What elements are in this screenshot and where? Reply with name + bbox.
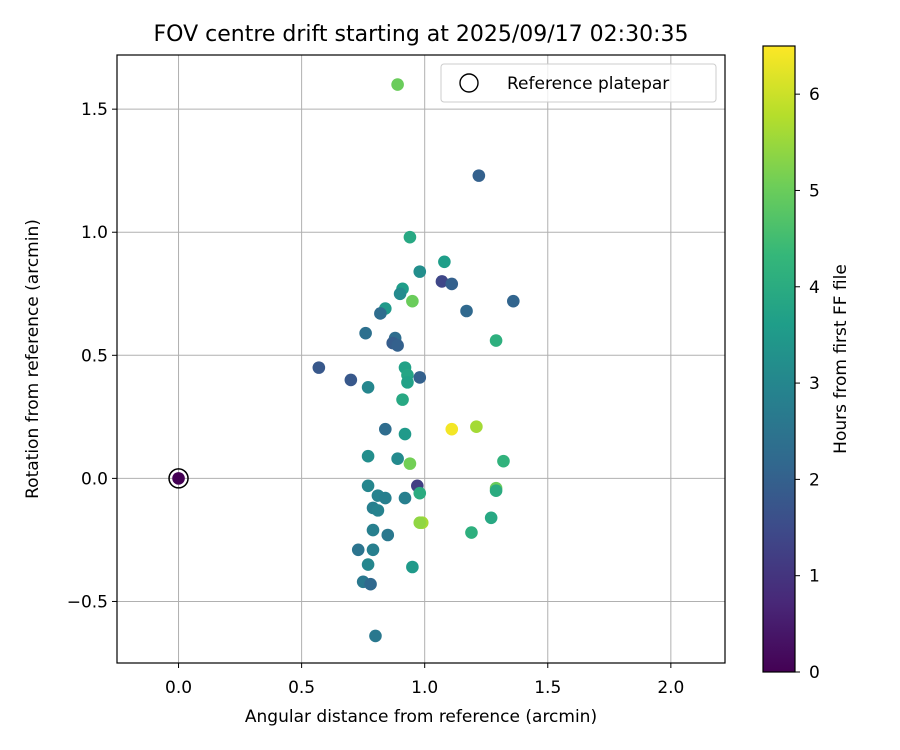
data-point <box>445 277 459 291</box>
x-tick-label: 1.5 <box>534 678 561 698</box>
data-point <box>489 484 503 497</box>
data-point <box>507 294 520 308</box>
data-point <box>391 339 404 352</box>
data-point <box>344 373 358 387</box>
colorbar-ticks: 0 1 2 3 4 5 6 <box>795 85 820 683</box>
data-point <box>361 479 375 493</box>
data-point <box>413 516 427 529</box>
chart-title: FOV centre drift starting at 2025/09/17 … <box>154 22 689 47</box>
data-point <box>374 307 387 320</box>
data-point <box>406 294 419 308</box>
legend: Reference platepar <box>440 63 717 103</box>
y-tick-label: 0.5 <box>81 346 108 366</box>
data-point <box>361 558 375 571</box>
data-point <box>391 452 404 465</box>
data-point <box>369 629 382 643</box>
colorbar-tick-label: 2 <box>809 470 820 490</box>
data-point <box>438 255 451 269</box>
data-point <box>470 420 483 433</box>
data-point <box>381 528 395 542</box>
grid-lines <box>117 55 725 663</box>
data-point <box>472 169 486 182</box>
colorbar-tick-label: 4 <box>809 278 820 298</box>
data-point <box>391 78 404 91</box>
x-tick-label: 1.0 <box>411 678 438 698</box>
data-point <box>413 265 427 278</box>
y-axis-label: Rotation from reference (arcmin) <box>23 219 43 499</box>
colorbar-tick-label: 3 <box>809 374 820 394</box>
data-point <box>359 326 372 340</box>
colorbar-tick-label: 6 <box>809 85 820 105</box>
data-point <box>312 361 326 374</box>
data-point <box>445 422 459 436</box>
data-point <box>351 543 365 557</box>
data-point <box>401 376 414 389</box>
colorbar-gradient <box>762 45 796 673</box>
data-points <box>168 78 520 643</box>
data-point <box>489 334 503 347</box>
legend-entry: Reference platepar <box>507 74 669 94</box>
data-point <box>361 449 375 463</box>
y-tick-label: 1.5 <box>81 100 108 120</box>
data-point <box>398 427 412 441</box>
colorbar-tick-label: 0 <box>809 663 820 683</box>
data-point <box>379 422 392 436</box>
data-point <box>366 543 380 557</box>
data-point <box>460 304 473 318</box>
data-point <box>465 526 478 539</box>
x-tick-label: 0.5 <box>288 678 315 698</box>
y-tick-label: 0.0 <box>81 469 108 489</box>
data-point <box>366 523 380 537</box>
y-tick-label: −0.5 <box>67 592 108 612</box>
data-point <box>398 491 412 505</box>
data-point <box>413 486 427 500</box>
data-point <box>379 491 392 505</box>
data-point <box>435 275 449 288</box>
data-point <box>371 504 385 517</box>
data-point <box>396 393 409 406</box>
colorbar: 0 1 2 3 4 5 6 Hours from first FF file <box>762 45 851 683</box>
data-point <box>403 457 417 470</box>
data-point <box>403 230 417 244</box>
reference-point <box>172 472 185 485</box>
x-tick-label: 0.0 <box>165 678 192 698</box>
data-point <box>484 511 498 525</box>
x-axis-label: Angular distance from reference (arcmin) <box>245 707 597 727</box>
data-point <box>361 381 375 394</box>
data-point <box>406 560 419 574</box>
reference-ring <box>168 468 189 489</box>
colorbar-tick-label: 5 <box>809 181 820 201</box>
legend-marker-icon <box>459 73 479 93</box>
x-tick-label: 2.0 <box>657 678 684 698</box>
colorbar-label: Hours from first FF file <box>831 264 851 454</box>
data-point <box>413 371 427 384</box>
y-tick-label: 1.0 <box>81 223 108 243</box>
data-point <box>497 454 510 468</box>
legend-box <box>440 63 717 103</box>
data-point <box>364 577 377 591</box>
axis-ticks: 0.0 0.5 1.0 1.5 2.0 −0.5 0.0 0.5 1.0 1.5 <box>67 100 685 698</box>
plot-frame <box>116 54 726 664</box>
colorbar-tick-label: 1 <box>809 567 820 587</box>
data-point <box>393 287 407 301</box>
